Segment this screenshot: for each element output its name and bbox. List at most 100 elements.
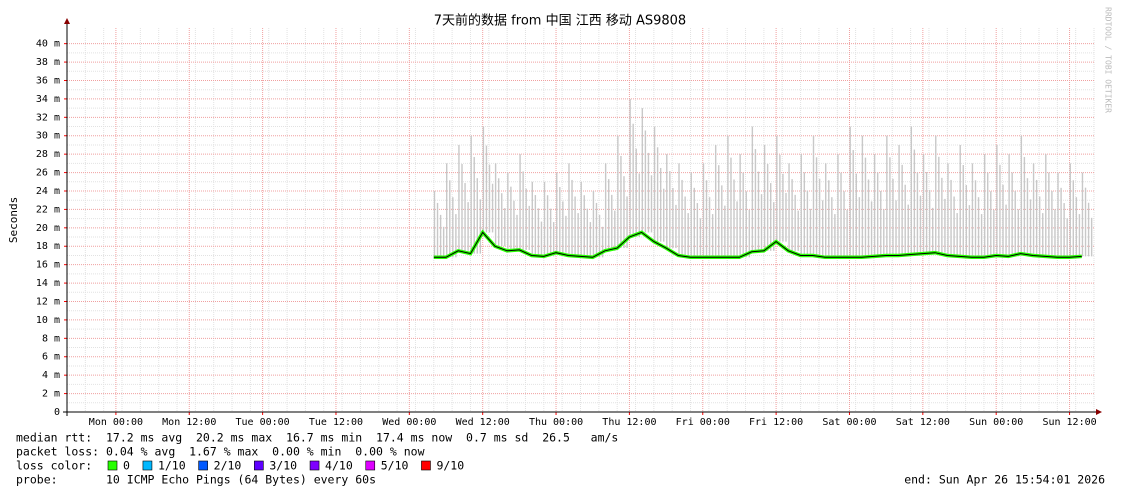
- smoke-bar: [724, 205, 726, 258]
- smoke-bar: [785, 192, 787, 242]
- smoke-bar: [892, 178, 894, 256]
- smoke-bar: [980, 214, 983, 258]
- smoke-bar: [861, 135, 864, 258]
- smoke-bar: [739, 154, 741, 258]
- smoke-bar: [507, 172, 509, 251]
- median-line: [433, 231, 1082, 258]
- smoke-bar: [971, 163, 974, 258]
- smoke-bar: [531, 181, 533, 256]
- smoke-bar: [922, 154, 925, 254]
- smoke-bar: [1029, 199, 1032, 254]
- smoke-bar: [543, 181, 546, 257]
- y-tick-label: 40 m: [36, 39, 60, 50]
- smoke-bar: [883, 209, 885, 257]
- smoke-bar: [919, 195, 922, 255]
- smoke-bar: [1054, 209, 1056, 257]
- smoke-bar: [1017, 209, 1019, 257]
- smoke-bar: [898, 144, 900, 256]
- smoke-bar: [776, 135, 778, 242]
- smoke-bar: [925, 172, 928, 254]
- smoke-bar: [880, 190, 882, 257]
- smoke-bar: [825, 163, 827, 258]
- smoke-bar: [522, 171, 524, 250]
- smoke-bar: [858, 197, 861, 258]
- smoke-bar: [873, 154, 876, 257]
- loss-swatch-label: 3/10: [269, 459, 297, 473]
- smoke-bar: [549, 208, 552, 257]
- smoke-bar: [1066, 218, 1068, 258]
- y-tick-label: 2 m: [42, 389, 60, 400]
- smoke-bar: [987, 172, 989, 258]
- smoke-bar: [436, 202, 439, 258]
- smoke-bar: [513, 200, 515, 251]
- smoke-bar: [470, 135, 472, 254]
- loss-swatch: [198, 460, 208, 471]
- smoke-bar: [745, 191, 747, 258]
- smoke-bar: [1051, 190, 1053, 257]
- smoke-bar: [791, 179, 793, 251]
- smoke-bar: [1081, 172, 1084, 257]
- smoke-bar: [733, 179, 735, 258]
- smoke-bar: [736, 201, 738, 258]
- smoke-bar: [999, 164, 1001, 256]
- x-tick-label: Mon 00:00: [89, 417, 143, 428]
- smoke-bar: [773, 202, 775, 251]
- y-tick-label: 36 m: [36, 75, 60, 86]
- y-tick-label: 16 m: [36, 260, 60, 271]
- x-tick-label: Wed 00:00: [382, 417, 436, 428]
- smoke-bar: [876, 172, 879, 257]
- smoke-bar: [1032, 163, 1035, 256]
- smoke-bar: [788, 163, 790, 251]
- smoke-bar: [812, 135, 815, 256]
- smoke-bar: [990, 191, 992, 258]
- smoke-bar: [608, 179, 610, 251]
- y-tick-label: 22 m: [36, 204, 60, 215]
- smoke-bar: [1042, 213, 1044, 256]
- smoke-bar: [913, 149, 916, 255]
- x-tick-label: Sun 12:00: [1042, 417, 1096, 428]
- x-tick-label: Mon 12:00: [162, 417, 216, 428]
- probe-line: probe: 10 ICMP Echo Pings (64 Bytes) eve…: [16, 473, 376, 487]
- smoke-bar: [497, 178, 500, 247]
- smoke-bar: [519, 154, 521, 250]
- smoke-bar: [696, 203, 699, 258]
- loss-swatch-label: 1/10: [158, 459, 186, 473]
- y-tick-label: 6 m: [42, 352, 60, 363]
- y-tick-label: 14 m: [36, 278, 60, 289]
- x-arrow: [1096, 409, 1102, 415]
- smoke-bar: [650, 175, 653, 233]
- smoke-bar: [907, 204, 909, 256]
- smoke-bar: [977, 197, 980, 258]
- smoke-bar: [632, 123, 634, 238]
- smoke-bar: [525, 188, 527, 250]
- smoke-bar: [565, 215, 567, 253]
- smoke-bar: [800, 154, 802, 256]
- smoke-bar: [663, 188, 665, 242]
- smoke-bar: [843, 191, 845, 258]
- smoke-bar: [574, 196, 576, 256]
- smoke-bar: [699, 218, 702, 258]
- smoke-bar: [1002, 184, 1004, 256]
- smoke-bar: [702, 163, 705, 258]
- smoke-bar: [910, 126, 913, 255]
- y-tick-label: 4 m: [42, 370, 60, 381]
- y-tick-label: 0: [54, 407, 60, 418]
- smoke-bar: [598, 214, 601, 258]
- x-tick-label: Sat 00:00: [822, 417, 876, 428]
- stats-line: median rtt: 17.2 ms avg 20.2 ms max 16.7…: [16, 431, 618, 445]
- smoke-bar: [953, 196, 955, 256]
- smoke-bar: [540, 221, 543, 256]
- smoke-bar: [601, 226, 604, 258]
- smoke-bar: [809, 208, 812, 256]
- loss-swatch: [107, 460, 118, 471]
- smoke-bar: [1008, 154, 1010, 257]
- smoke-bar: [932, 207, 934, 254]
- x-tick-label: Thu 00:00: [529, 417, 583, 428]
- smoke-bar: [604, 163, 607, 251]
- y-tick-label: 38 m: [36, 57, 60, 68]
- smoke-bar: [840, 172, 842, 258]
- smoke-bar: [467, 202, 469, 251]
- smoke-bar: [656, 147, 659, 242]
